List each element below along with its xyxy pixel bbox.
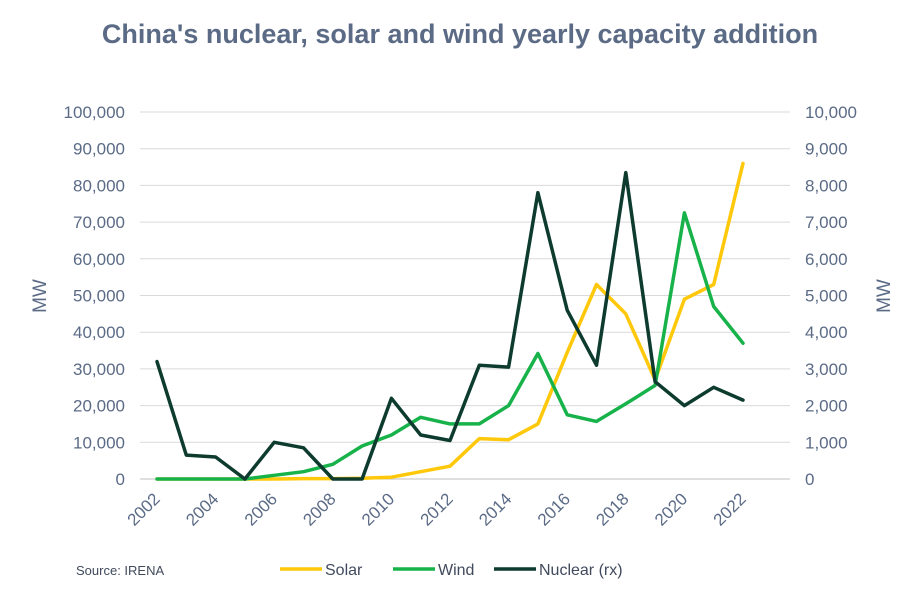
y-tick-label: 10,000 (73, 433, 125, 452)
x-tick-label: 2020 (651, 489, 691, 529)
y-tick-label: 60,000 (73, 250, 125, 269)
y-tick-label: 0 (116, 470, 125, 489)
y2-tick-label: 3,000 (805, 360, 848, 379)
y-tick-label: 50,000 (73, 287, 125, 306)
y-tick-label: 40,000 (73, 323, 125, 342)
y2-tick-label: 4,000 (805, 323, 848, 342)
source-note: Source: IRENA (76, 563, 164, 578)
y2-tick-label: 0 (805, 470, 814, 489)
y2-tick-label: 1,000 (805, 433, 848, 452)
y2-tick-label: 8,000 (805, 176, 848, 195)
y2-tick-label: 2,000 (805, 397, 848, 416)
x-tick-label: 2008 (299, 489, 339, 529)
y-tick-label: 20,000 (73, 397, 125, 416)
legend-label-solar: Solar (325, 562, 363, 579)
y-tick-label: 30,000 (73, 360, 125, 379)
series-line-solar (155, 161, 745, 481)
x-tick-label: 2006 (241, 489, 281, 529)
legend-label-wind: Wind (438, 562, 474, 579)
y2-tick-label: 10,000 (805, 103, 857, 122)
x-tick-label: 2022 (710, 489, 750, 529)
y-tick-label: 100,000 (64, 103, 125, 122)
x-tick-label: 2004 (182, 489, 222, 529)
y2-tick-label: 5,000 (805, 287, 848, 306)
y-tick-label: 70,000 (73, 213, 125, 232)
legend-label-nuclear-rx: Nuclear (rx) (539, 562, 623, 579)
y-tick-label: 90,000 (73, 140, 125, 159)
chart-title: China's nuclear, solar and wind yearly c… (101, 19, 819, 49)
y2-tick-label: 7,000 (805, 213, 848, 232)
y2-tick-label: 6,000 (805, 250, 848, 269)
y-tick-label: 80,000 (73, 176, 125, 195)
series-line-wind (155, 211, 745, 481)
x-tick-label: 2010 (358, 489, 398, 529)
y2-tick-label: 9,000 (805, 140, 848, 159)
y2-axis-title: MW (874, 279, 895, 313)
x-tick-label: 2012 (417, 489, 457, 529)
x-tick-label: 2014 (475, 489, 515, 529)
x-tick-label: 2018 (592, 489, 632, 529)
series-line-nuclear-rx (155, 170, 745, 481)
y-axis-title: MW (30, 279, 51, 313)
x-tick-label: 2016 (534, 489, 574, 529)
x-tick-label: 2002 (124, 489, 164, 529)
